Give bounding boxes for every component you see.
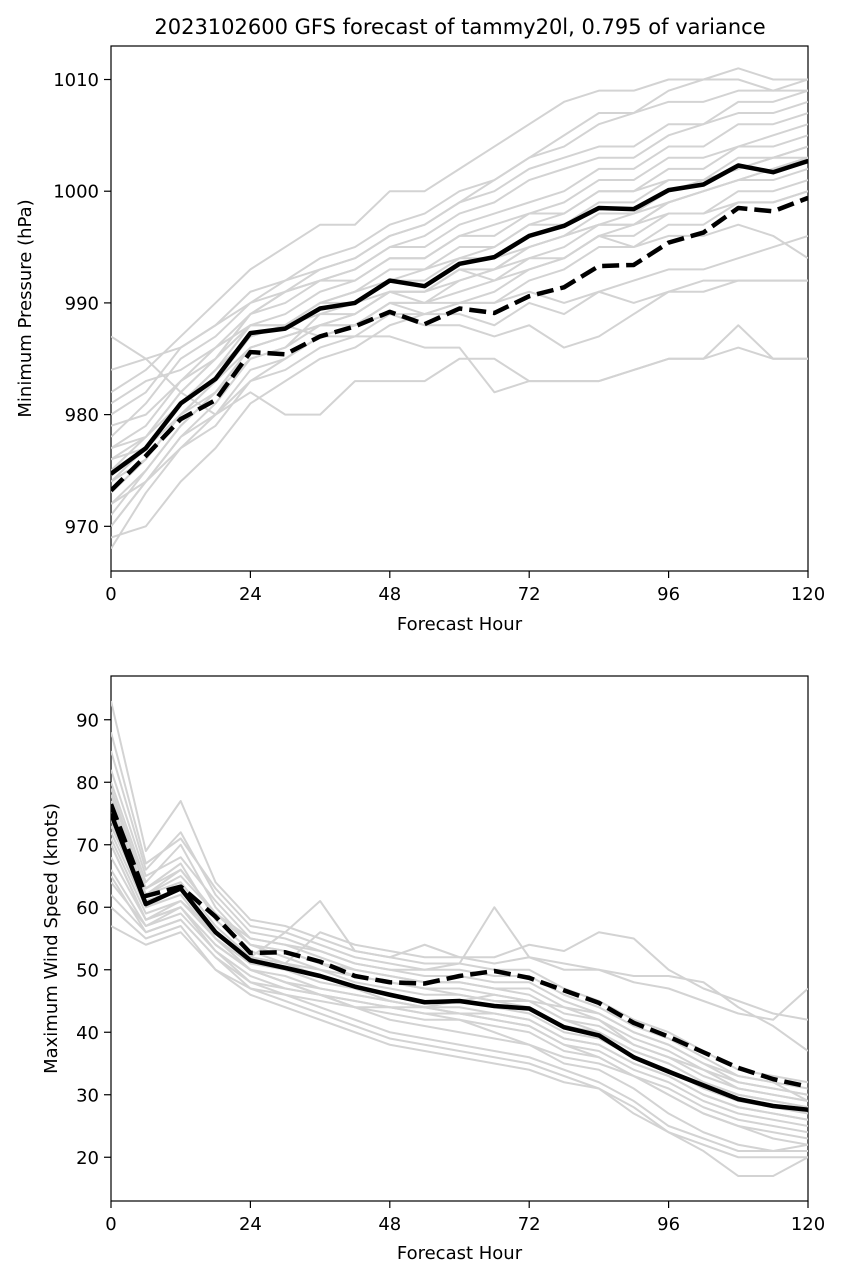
wind-y-tick-label: 90 xyxy=(76,710,99,731)
wind-ticks-layer: 0 24 48 72 96 120 20 30 40 50 60 70 80 90 xyxy=(76,710,825,1235)
pressure-ensemble-member-line-14 xyxy=(111,78,808,394)
pressure-ensemble-member-line-15 xyxy=(111,234,808,483)
pressure-ensemble-member-line-16 xyxy=(111,324,808,427)
wind-y-tick-label: 20 xyxy=(76,1148,99,1169)
wind-x-tick-label: 120 xyxy=(791,1214,825,1235)
pressure-ensemble-member-line-17 xyxy=(111,100,808,472)
pressure-series-layer xyxy=(111,67,808,550)
figure-title: 2023102600 GFS forecast of tammy20l, 0.7… xyxy=(154,15,765,39)
pressure-plot-frame xyxy=(110,45,809,572)
pressure-dashed-mean-line xyxy=(111,195,808,493)
pressure-x-tick-label: 48 xyxy=(378,584,401,605)
wind-x-tick-label: 72 xyxy=(518,1214,541,1235)
wind-x-axis-label: Forecast Hour xyxy=(397,1243,523,1264)
wind-y-tick-label: 50 xyxy=(76,960,99,981)
pressure-ensemble-member-line-22 xyxy=(111,156,808,405)
wind-plot-frame xyxy=(110,675,809,1202)
pressure-y-tick-label: 1010 xyxy=(53,70,99,91)
pressure-ensemble-member-line-20 xyxy=(111,145,808,527)
pressure-ensemble-member-line-21 xyxy=(111,279,808,461)
pressure-x-tick-label: 96 xyxy=(657,584,680,605)
wind-x-tick-label: 96 xyxy=(657,1214,680,1235)
wind-x-tick-label: 48 xyxy=(378,1214,401,1235)
wind-ensemble-member-line-16 xyxy=(111,869,808,1152)
wind-y-tick-label: 30 xyxy=(76,1085,99,1106)
wind-y-tick-label: 80 xyxy=(76,773,99,794)
wind-y-tick-label: 40 xyxy=(76,1023,99,1044)
wind-ensemble-member-line-11 xyxy=(111,769,808,1096)
wind-series-layer xyxy=(111,700,808,1177)
pressure-x-tick-label: 120 xyxy=(791,584,825,605)
pressure-x-tick-label: 72 xyxy=(518,584,541,605)
pressure-y-tick-label: 1000 xyxy=(53,182,99,203)
pressure-x-tick-label: 0 xyxy=(105,584,116,605)
pressure-y-tick-label: 990 xyxy=(65,293,99,314)
pressure-panel: 0 24 48 72 96 120 970 980 990 1000 1010 Forecast H… xyxy=(15,45,825,635)
wind-ensemble-member-line-20 xyxy=(111,925,808,1177)
pressure-y-tick-label: 980 xyxy=(65,405,99,426)
wind-y-tick-label: 60 xyxy=(76,898,99,919)
pressure-x-tick-label: 24 xyxy=(239,584,262,605)
pressure-ensemble-member-line-1 xyxy=(111,134,808,472)
pressure-ticks-layer: 0 24 48 72 96 120 970 980 990 1000 1010 xyxy=(53,70,825,605)
pressure-x-axis-label: Forecast Hour xyxy=(397,614,523,635)
wind-ensemble-member-line-19 xyxy=(111,838,808,1152)
pressure-y-axis-label: Minimum Pressure (hPa) xyxy=(15,199,36,417)
wind-ensemble-member-line-14 xyxy=(111,806,808,1052)
wind-x-tick-label: 0 xyxy=(105,1214,116,1235)
wind-ensemble-member-line-23 xyxy=(111,800,808,1109)
wind-y-tick-label: 70 xyxy=(76,835,99,856)
wind-dashed-mean-line xyxy=(111,803,808,1089)
pressure-y-tick-label: 970 xyxy=(65,517,99,538)
wind-ensemble-member-line-17 xyxy=(111,894,808,1159)
pressure-ensemble-member-line-23 xyxy=(111,190,808,483)
pressure-ensemble-member-line-11 xyxy=(111,67,808,371)
pressure-solid-mean-line xyxy=(111,158,808,476)
wind-panel: 0 24 48 72 96 120 20 30 40 50 60 70 80 90 Forecast Ho… xyxy=(41,675,825,1264)
pressure-ensemble-member-line-7 xyxy=(111,78,808,416)
wind-x-tick-label: 24 xyxy=(239,1214,262,1235)
wind-y-axis-label: Maximum Wind Speed (knots) xyxy=(41,803,62,1074)
wind-solid-mean-line xyxy=(111,812,808,1112)
wind-ensemble-member-line-21 xyxy=(111,731,808,1090)
